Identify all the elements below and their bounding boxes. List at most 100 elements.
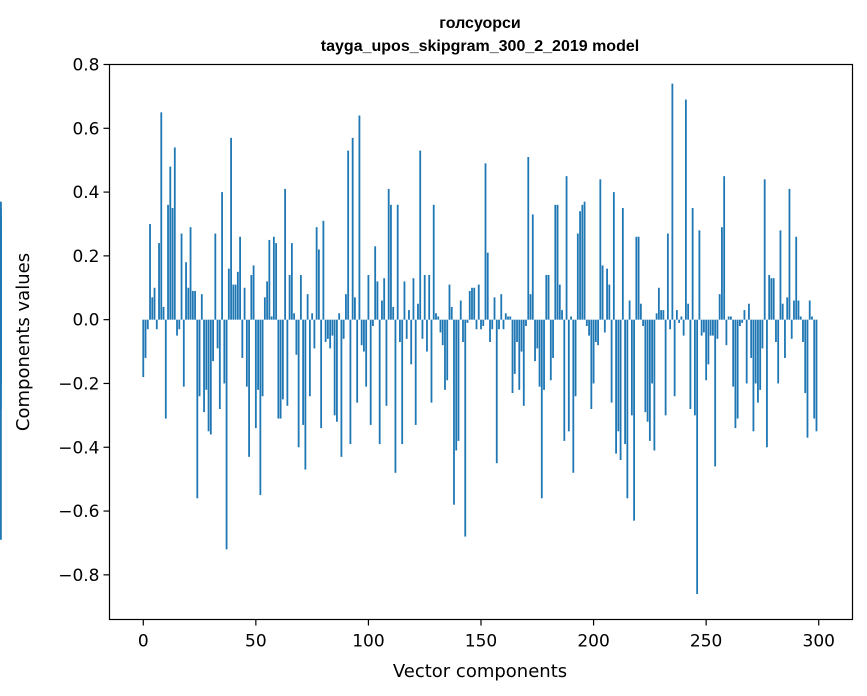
bar [203,319,205,413]
bar [239,236,241,320]
bar [254,319,257,429]
bar [410,319,413,365]
bar [802,319,804,342]
bar [646,319,649,422]
bar [367,275,370,320]
bar [570,316,572,320]
bar [518,319,521,390]
bar [721,227,723,320]
bar [486,252,489,320]
bar [621,208,624,320]
bar [718,294,721,320]
bar [378,319,381,445]
bar [723,176,726,320]
bar [689,319,692,409]
y-tick-label: −0.8 [58,566,99,586]
bar [482,319,485,327]
bar [520,319,523,352]
bar-series [0,83,818,594]
bar [191,290,194,320]
bar [146,319,149,330]
bar [450,306,453,320]
bar [295,319,298,355]
bar [471,287,473,320]
bar [576,233,579,320]
bar [347,150,350,320]
bar [286,319,289,406]
bar [268,239,271,320]
bar [221,192,223,320]
bar [770,278,773,320]
bar [167,204,169,320]
bar [633,319,635,521]
bar [381,300,383,320]
bar [630,319,633,416]
bar [266,281,269,320]
bar [736,319,739,419]
bar [606,268,608,320]
bar [207,319,210,432]
bar [730,316,732,320]
bar [444,319,446,390]
bar [315,227,318,320]
bar [372,319,374,327]
bar [797,300,800,320]
x-tick-label: 100 [352,632,384,652]
bar [743,310,746,320]
bar [808,300,811,320]
bar [0,319,2,365]
bar [680,316,683,320]
bar [615,319,617,454]
bar [185,262,187,320]
bar [403,281,406,320]
bar [151,297,154,320]
bar [0,214,2,320]
bar [304,319,307,470]
bar [712,319,714,336]
bar [392,306,395,320]
bar [806,319,809,438]
bar [383,278,386,320]
bar [187,287,190,320]
bar [417,303,419,320]
bar [333,319,336,416]
bar [739,319,741,327]
bar [766,319,768,448]
bar [563,319,566,441]
bar [793,300,795,320]
bar [624,319,626,445]
bar [784,319,786,358]
bar [299,275,302,320]
bar [684,99,687,320]
bar [813,319,816,419]
x-tick-label: 250 [690,632,722,652]
bar [579,211,581,320]
bar [248,319,250,457]
bar [284,188,287,320]
bar [421,319,424,339]
bar [610,319,613,403]
bar [169,166,172,320]
bar [414,319,417,425]
bar [0,319,2,540]
bar [700,319,703,336]
bar [644,319,647,413]
bar [218,319,221,409]
bar [597,319,599,346]
bar [666,233,669,320]
bar [164,319,167,419]
bar [599,179,602,320]
bar [511,319,514,394]
bar [306,294,309,320]
y-tick-label: 0.6 [72,119,99,139]
bar [223,319,226,384]
bar [662,310,665,320]
bar [653,319,656,451]
bar [567,319,570,432]
bar [696,319,699,594]
bar [675,310,678,320]
bar [552,319,554,358]
bar [772,278,775,320]
bar [493,297,496,320]
bar [439,319,442,333]
